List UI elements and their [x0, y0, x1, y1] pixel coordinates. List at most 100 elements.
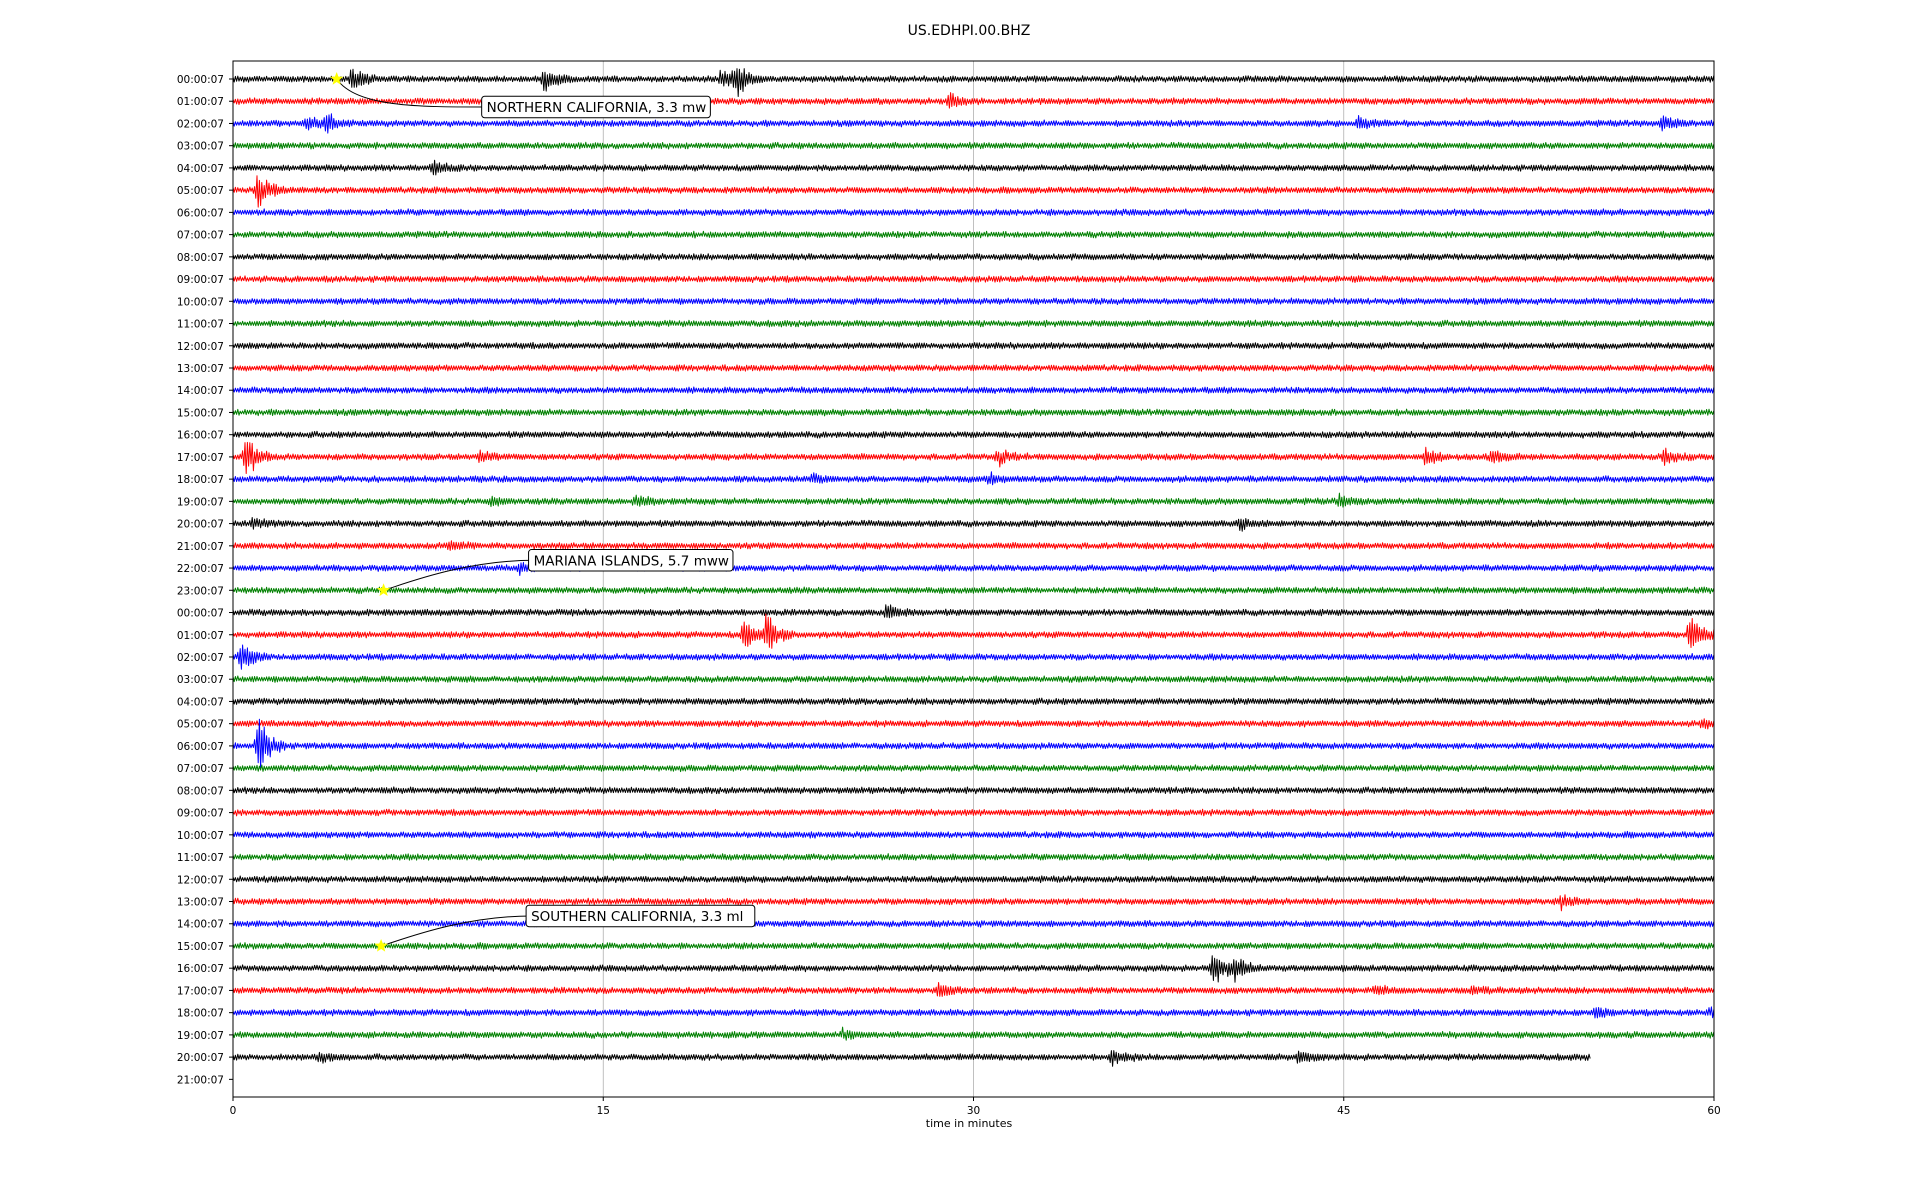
y-tick-label-45: 21:00:07 — [177, 1074, 224, 1086]
y-tick-label-9: 09:00:07 — [177, 274, 224, 286]
y-tick-label-36: 12:00:07 — [177, 874, 224, 886]
annotation-label-2: SOUTHERN CALIFORNIA, 3.3 ml — [531, 909, 743, 925]
trace-row-25 — [232, 613, 1715, 649]
y-tick-label-0: 00:00:07 — [177, 74, 224, 86]
y-tick-label-20: 20:00:07 — [177, 519, 224, 531]
trace-row-15 — [232, 408, 1715, 417]
trace-row-2 — [232, 113, 1715, 134]
trace-row-8 — [232, 253, 1715, 261]
trace-row-3 — [232, 141, 1715, 150]
trace-row-9 — [232, 275, 1715, 283]
chart-title: US.EDHPI.00.BHZ — [908, 23, 1031, 39]
y-tick-label-25: 01:00:07 — [177, 630, 224, 642]
annotation-connector-2 — [380, 915, 532, 947]
y-tick-label-28: 04:00:07 — [177, 696, 224, 708]
y-tick-label-42: 18:00:07 — [177, 1008, 224, 1020]
annotation-box-1 — [528, 549, 734, 572]
trace-row-13 — [232, 364, 1715, 372]
event-star-marker-2 — [374, 939, 388, 952]
event-star-marker-1 — [376, 583, 391, 596]
y-tick-label-10: 10:00:07 — [177, 296, 224, 308]
trace-row-32 — [232, 786, 1715, 795]
trace-row-14 — [232, 386, 1715, 395]
trace-row-43 — [232, 1026, 1715, 1041]
event-star-marker-0 — [330, 72, 344, 85]
trace-row-37 — [232, 894, 1715, 912]
y-tick-label-39: 15:00:07 — [177, 941, 224, 953]
y-tick-label-27: 03:00:07 — [177, 674, 224, 686]
trace-row-24 — [232, 604, 1715, 619]
trace-row-16 — [232, 430, 1715, 439]
trace-row-36 — [232, 875, 1715, 884]
trace-row-40 — [232, 955, 1715, 983]
y-tick-label-30: 06:00:07 — [177, 741, 224, 753]
y-tick-label-7: 07:00:07 — [177, 230, 224, 242]
trace-row-17 — [232, 441, 1715, 474]
y-tick-label-12: 12:00:07 — [177, 341, 224, 353]
y-tick-label-34: 10:00:07 — [177, 830, 224, 842]
x-axis-label: time in minutes — [926, 1117, 1013, 1130]
y-tick-label-41: 17:00:07 — [177, 985, 224, 997]
y-tick-label-32: 08:00:07 — [177, 785, 224, 797]
trace-row-38 — [232, 919, 1715, 928]
x-tick-label-0: 0 — [230, 1105, 237, 1117]
y-tick-label-37: 13:00:07 — [177, 897, 224, 909]
trace-row-27 — [232, 675, 1715, 684]
y-tick-label-16: 16:00:07 — [177, 430, 224, 442]
y-tick-label-11: 11:00:07 — [177, 319, 224, 331]
y-tick-label-23: 23:00:07 — [177, 585, 224, 597]
trace-row-31 — [232, 764, 1715, 773]
x-tick-label-60: 60 — [1707, 1105, 1720, 1117]
y-tick-label-15: 15:00:07 — [177, 407, 224, 419]
trace-row-23 — [232, 586, 1715, 595]
trace-row-18 — [232, 471, 1715, 486]
y-tick-label-38: 14:00:07 — [177, 919, 224, 931]
trace-row-5 — [232, 175, 1715, 208]
traces — [232, 68, 1715, 1067]
annotation-label-1: MARIANA ISLANDS, 5.7 mww — [534, 553, 729, 569]
y-tick-label-17: 17:00:07 — [177, 452, 224, 464]
annotation-box-2 — [525, 904, 756, 928]
y-tick-label-4: 04:00:07 — [177, 163, 224, 175]
y-tick-label-35: 11:00:07 — [177, 852, 224, 864]
trace-row-30 — [232, 718, 1715, 770]
trace-row-33 — [232, 808, 1715, 817]
y-tick-label-44: 20:00:07 — [177, 1052, 224, 1064]
y-tick-label-19: 19:00:07 — [177, 496, 224, 508]
y-tick-label-14: 14:00:07 — [177, 385, 224, 397]
trace-row-29 — [232, 718, 1715, 730]
trace-row-10 — [232, 297, 1715, 306]
trace-row-41 — [232, 982, 1715, 997]
x-tick-label-45: 45 — [1337, 1105, 1350, 1117]
y-tick-label-6: 06:00:07 — [177, 207, 224, 219]
trace-row-11 — [232, 319, 1715, 328]
annotation-connector-0 — [336, 78, 487, 108]
trace-row-19 — [232, 492, 1715, 508]
trace-row-6 — [232, 208, 1715, 217]
y-tick-label-31: 07:00:07 — [177, 763, 224, 775]
y-tick-label-3: 03:00:07 — [177, 141, 224, 153]
y-tick-label-5: 05:00:07 — [177, 185, 224, 197]
y-tick-label-1: 01:00:07 — [177, 96, 224, 108]
trace-row-26 — [232, 644, 1715, 670]
x-tick-label-15: 15 — [597, 1105, 610, 1117]
y-tick-label-26: 02:00:07 — [177, 652, 224, 664]
y-tick-label-13: 13:00:07 — [177, 363, 224, 375]
y-tick-label-43: 19:00:07 — [177, 1030, 224, 1042]
annotation-label-0: NORTHERN CALIFORNIA, 3.3 mw — [487, 100, 707, 116]
y-tick-label-22: 22:00:07 — [177, 563, 224, 575]
trace-row-28 — [232, 697, 1715, 706]
trace-row-20 — [232, 517, 1715, 532]
trace-row-34 — [232, 830, 1715, 839]
trace-row-39 — [232, 942, 1715, 950]
y-tick-label-29: 05:00:07 — [177, 719, 224, 731]
trace-row-0 — [232, 68, 1715, 97]
trace-row-44 — [232, 1050, 1591, 1067]
y-tick-label-8: 08:00:07 — [177, 252, 224, 264]
y-tick-label-21: 21:00:07 — [177, 541, 224, 553]
y-tick-label-24: 00:00:07 — [177, 608, 224, 620]
trace-row-22 — [232, 561, 1715, 576]
y-tick-label-40: 16:00:07 — [177, 963, 224, 975]
